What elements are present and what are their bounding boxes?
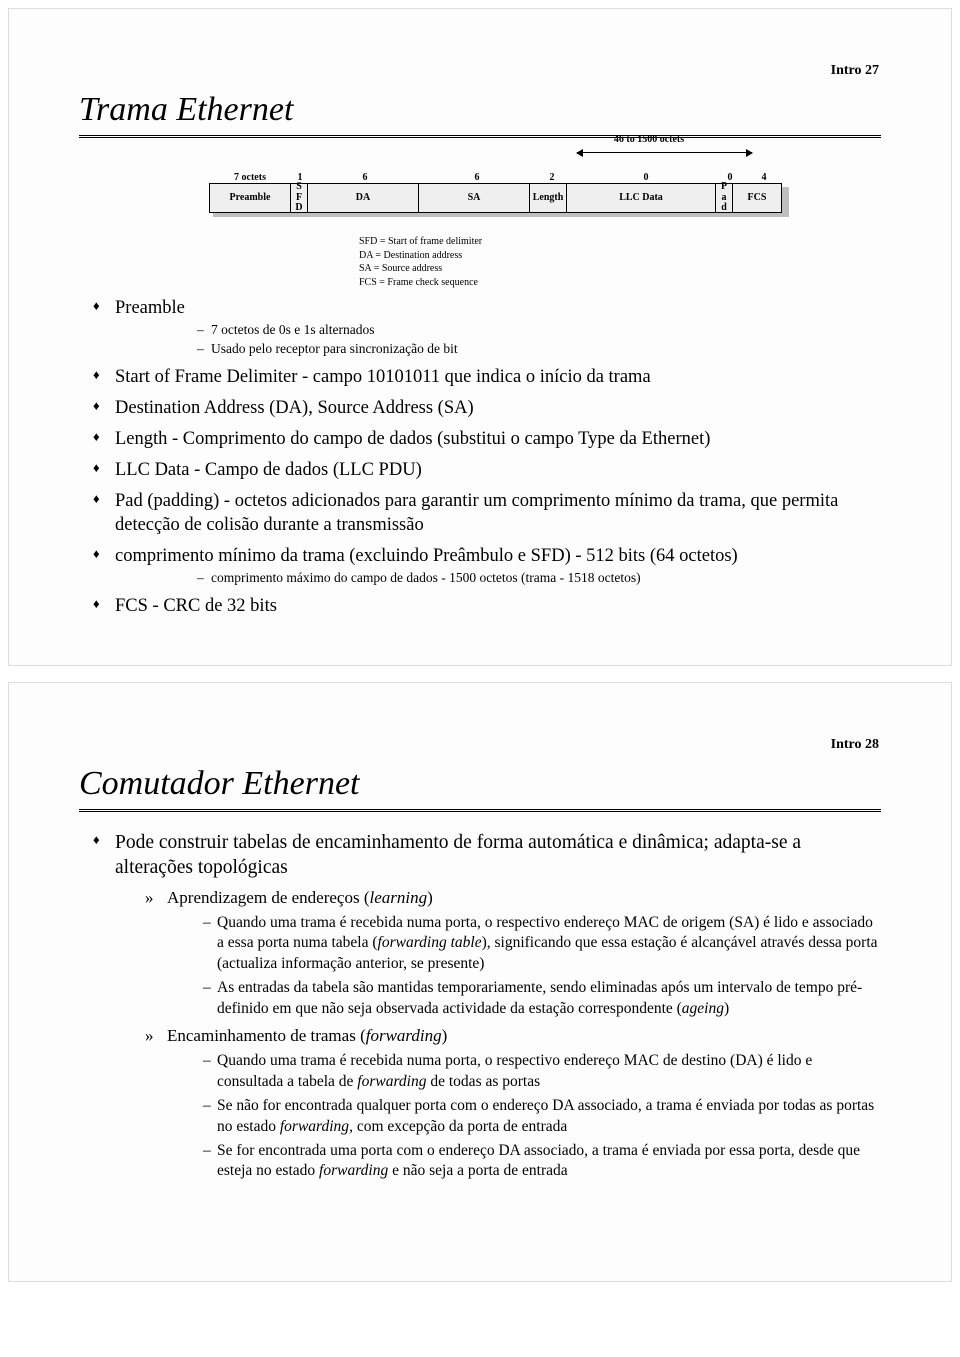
bullet-item: Preamble 7 octetos de 0s e 1s alternados… [93,296,881,358]
sub-item: Quando uma trama é recebida numa porta, … [203,1051,881,1092]
italic-term: ageing [682,1000,724,1017]
page-number: Intro 27 [831,63,879,79]
page-number: Intro 28 [831,737,879,753]
frame-range-indicator: 46 to 1500 octets [209,148,881,170]
arrow-text-pre: Encaminhamento de tramas ( [167,1026,366,1045]
bullet-item: Length - Comprimento do campo de dados (… [93,427,881,451]
sub-list: comprimento máximo do campo de dados - 1… [115,570,881,587]
bullet-item: LLC Data - Campo de dados (LLC PDU) [93,458,881,482]
arrow-list: Aprendizagem de endereços (learning) Qua… [115,887,881,1182]
hdr-length: 2 [533,172,571,183]
sub-list: Quando uma trama é recebida numa porta, … [167,913,881,1019]
bullet-text: comprimento mínimo da trama (excluindo P… [115,546,738,566]
italic-term: forwarding [280,1118,349,1135]
slide-title: Trama Ethernet [79,91,881,138]
legend-line: FCS = Frame check sequence [359,276,881,290]
legend-line: SFD = Start of frame delimiter [359,235,881,249]
slide-1: Intro 27 Trama Ethernet 46 to 1500 octet… [8,8,952,666]
arrow-item: Aprendizagem de endereços (learning) Qua… [145,887,881,1019]
slide2-bullets: Pode construir tabelas de encaminhamento… [79,830,881,1182]
sub-item: Quando uma trama é recebida numa porta, … [203,913,881,974]
cell-fcs: FCS [732,183,782,213]
frame-cells-row: Preamble S F D DA SA Length LLC Data P a… [209,183,881,213]
slide-2: Intro 28 Comutador Ethernet Pode constru… [8,682,952,1282]
arrow-text-post: ) [442,1026,448,1045]
cell-sa: SA [418,183,530,213]
sub-item: Se for encontrada uma porta com o endere… [203,1141,881,1182]
cell-preamble: Preamble [209,183,291,213]
slide1-bullets: Preamble 7 octetos de 0s e 1s alternados… [79,296,881,618]
slide-title: Comutador Ethernet [79,765,881,812]
bullet-item: Destination Address (DA), Source Address… [93,396,881,420]
legend-line: DA = Destination address [359,249,881,263]
bullet-text: Pode construir tabelas de encaminhamento… [115,832,801,878]
sub-item: comprimento máximo do campo de dados - 1… [197,570,881,587]
cell-da: DA [307,183,419,213]
hdr-da: 6 [309,172,421,183]
hdr-preamble: 7 octets [209,172,291,183]
range-arrow [577,152,752,153]
italic-term: forwarding [319,1162,388,1179]
sub-item: 7 octetos de 0s e 1s alternados [197,322,881,339]
frame-legend: SFD = Start of frame delimiter DA = Dest… [359,235,881,289]
sub-item: Se não for encontrada qualquer porta com… [203,1096,881,1137]
bullet-text: Preamble [115,298,185,318]
bullet-item: Pad (padding) - octetos adicionados para… [93,489,881,537]
ethernet-frame-diagram: 46 to 1500 octets 7 octets 1 6 6 2 0 0 4… [209,148,881,289]
hdr-llc: 0 [571,172,721,183]
italic-term: forwarding [357,1073,426,1090]
bullet-item: FCS - CRC de 32 bits [93,594,881,618]
cell-length: Length [529,183,567,213]
arrow-text-it: forwarding [366,1026,442,1045]
arrow-text-it: learning [369,888,427,907]
sub-item: As entradas da tabela são mantidas tempo… [203,978,881,1019]
range-label: 46 to 1500 octets [614,134,684,145]
sub-item: Usado pelo receptor para sincronização d… [197,341,881,358]
hdr-sa: 6 [421,172,533,183]
cell-sfd: S F D [290,183,308,213]
arrow-item: Encaminhamento de tramas (forwarding) Qu… [145,1025,881,1182]
cell-pad: P a d [715,183,733,213]
arrow-text-post: ) [427,888,433,907]
italic-term: forwarding table [378,934,482,951]
sub-list: Quando uma trama é recebida numa porta, … [167,1051,881,1182]
sub-list: 7 octetos de 0s e 1s alternados Usado pe… [115,322,881,358]
bullet-item: Pode construir tabelas de encaminhamento… [93,830,881,1182]
legend-line: SA = Source address [359,262,881,276]
bullet-item: Start of Frame Delimiter - campo 1010101… [93,365,881,389]
arrow-text-pre: Aprendizagem de endereços ( [167,888,369,907]
cell-llc: LLC Data [566,183,716,213]
frame-header-row: 7 octets 1 6 6 2 0 0 4 [209,172,881,183]
hdr-fcs: 4 [739,172,789,183]
bullet-item: comprimento mínimo da trama (excluindo P… [93,544,881,587]
